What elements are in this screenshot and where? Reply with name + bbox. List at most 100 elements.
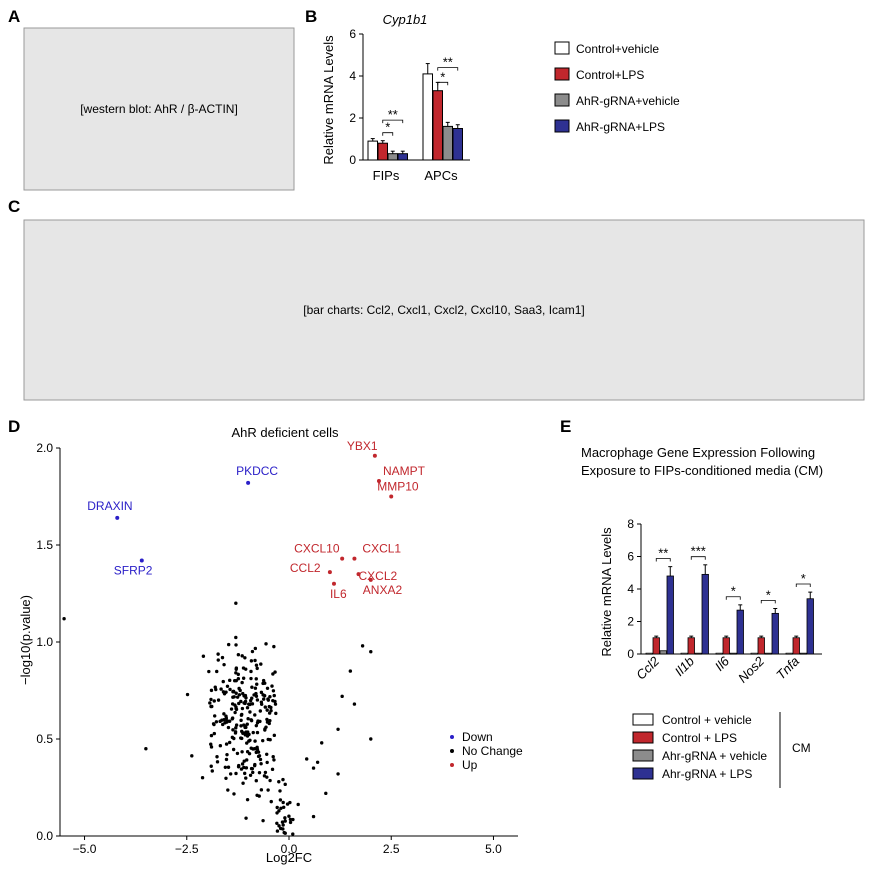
panel-b-sig-label: * <box>385 120 390 135</box>
panel-d-point-nochange <box>305 757 309 761</box>
legend-label-ahr-lps: AhR-gRNA+LPS <box>576 120 665 134</box>
legend-swatch-control-vehicle <box>554 41 570 55</box>
panel-d-point-nochange <box>254 694 259 698</box>
panel-d-point-nochange <box>62 617 66 621</box>
panel-d-point-nochange <box>239 713 244 717</box>
panel-d-point-nochange <box>259 690 264 695</box>
panel-d-point-nochange <box>237 701 241 706</box>
panel-d-xtick-label: 0.0 <box>281 842 298 856</box>
panel-d-label-ccl2: CCL2 <box>290 561 321 575</box>
panel-d-point-nochange <box>254 663 259 667</box>
panel-d-point-nochange <box>266 737 270 742</box>
panel-b-ytick-label: 4 <box>349 69 356 83</box>
legend-dot-down <box>450 735 454 739</box>
panel-d-point-nochange <box>269 799 273 804</box>
panel-d-point-cxcl10 <box>340 556 345 561</box>
panel-d-point-nochange <box>245 705 250 710</box>
panel-d-point-nochange <box>201 654 206 658</box>
panel-e-bar <box>785 652 793 655</box>
panel-d-point-nochange <box>233 710 237 715</box>
panel-d-point-nochange <box>259 788 264 792</box>
panel-d-point-nochange <box>336 727 340 731</box>
panel-d-point-nochange <box>226 788 230 792</box>
panel-d-point-nochange <box>144 747 148 751</box>
panel-d-volcano-plot: AhR deficient cells −log10(p.value) Log2… <box>18 425 523 865</box>
panel-b-ytick-label: 0 <box>349 153 356 167</box>
panel-b-sig-label: ** <box>388 107 398 122</box>
legend-e-swatch-control-vehicle <box>632 713 654 726</box>
panel-e-sig-bracket <box>655 558 671 562</box>
panel-d-point-nochange <box>221 679 225 684</box>
panel-b-bar <box>377 142 388 161</box>
panel-b-ylabel: Relative mRNA Levels <box>321 35 336 165</box>
panel-b-sig-bracket <box>437 81 449 86</box>
panel-c-placeholder: [bar charts: Ccl2, Cxcl1, Cxcl2, Cxcl10,… <box>23 219 865 401</box>
panel-d-point-nochange <box>268 778 272 783</box>
panel-d-point-nochange <box>234 705 238 709</box>
panel-d-point-nochange <box>251 770 255 775</box>
panel-d-point-nochange <box>369 737 373 741</box>
panel-d-point-nochange <box>270 767 275 772</box>
panel-d-point-nochange <box>212 714 217 718</box>
panel-d-point-nochange <box>288 817 293 822</box>
legend-e-swatch-ahr-lps <box>632 767 654 780</box>
legend-e-cm-label: CM <box>792 741 811 755</box>
legend-label-up: Up <box>462 758 478 772</box>
panel-d-point-nochange <box>225 684 230 688</box>
panel-d-point-nochange <box>265 686 270 690</box>
panel-letter-b: B <box>305 7 317 26</box>
panel-d-point-nochange <box>253 646 258 651</box>
panel-b-bar <box>397 153 408 161</box>
panel-e-sig-label: * <box>801 571 806 586</box>
panel-b-sig-label: ** <box>443 55 453 70</box>
panel-b-bar <box>452 128 463 161</box>
panel-d-point-nochange <box>249 718 254 723</box>
panel-d-point-nochange <box>220 655 225 660</box>
panel-d-point-nochange <box>243 699 248 704</box>
panel-d-point-nochange <box>263 728 267 732</box>
panel-e-bar <box>722 637 730 655</box>
panel-d-point-nochange <box>263 681 267 685</box>
panel-e-sig-bracket <box>795 583 811 587</box>
panel-e-bar <box>750 652 758 655</box>
panel-d-point-nochange <box>275 811 279 815</box>
panel-d-point-nochange <box>261 818 265 823</box>
panel-d-xtick-label: 5.0 <box>485 842 502 856</box>
panel-b-sig-bracket <box>382 132 394 136</box>
panel-d-point-nochange <box>291 832 295 836</box>
panel-d-point-nochange <box>241 676 246 680</box>
panel-e-bar <box>701 573 709 655</box>
panel-d-point-nochange <box>230 717 235 721</box>
panel-d-point-nochange <box>224 742 229 746</box>
legend-label-nochange: No Change <box>462 744 523 758</box>
panel-d-ytick-label: 0.0 <box>36 829 53 843</box>
panel-d-point-nochange <box>253 686 258 690</box>
panel-e-bar <box>659 650 667 655</box>
panel-b-ytick-label: 2 <box>349 111 356 125</box>
legend-e-label-control-lps: Control + LPS <box>662 731 737 745</box>
panel-d-point-nochange <box>232 695 236 699</box>
panel-d-point-nochange <box>283 819 287 823</box>
panel-d-point-nochange <box>227 719 232 723</box>
panel-b-xtick-fips: FIPs <box>373 168 400 183</box>
panel-d-label-cxcl1: CXCL1 <box>362 542 401 556</box>
panel-d-point-nochange <box>265 752 269 756</box>
panel-d-point-nochange <box>268 718 272 723</box>
panel-d-point-nochange <box>224 776 228 780</box>
panel-d-point-nochange <box>268 694 272 699</box>
panel-d-point-nochange <box>348 669 353 673</box>
legend-swatch-control-lps <box>554 67 570 81</box>
panel-d-point-nochange <box>229 707 234 711</box>
panel-d-ytick-label: 0.5 <box>36 732 53 746</box>
panel-d-point-nochange <box>255 666 259 671</box>
panel-b-title: Cyp1b1 <box>383 12 428 27</box>
panel-d-xtick-label: −2.5 <box>175 842 199 856</box>
panel-d-point-nochange <box>209 742 213 746</box>
panel-d-title: AhR deficient cells <box>232 425 339 440</box>
panel-d-ytick-label: 2.0 <box>36 441 53 455</box>
panel-d-point-nochange <box>241 666 246 670</box>
panel-d-point-nochange <box>281 800 285 805</box>
panel-b-bar <box>367 140 378 161</box>
panel-d-point-nochange <box>250 685 254 689</box>
